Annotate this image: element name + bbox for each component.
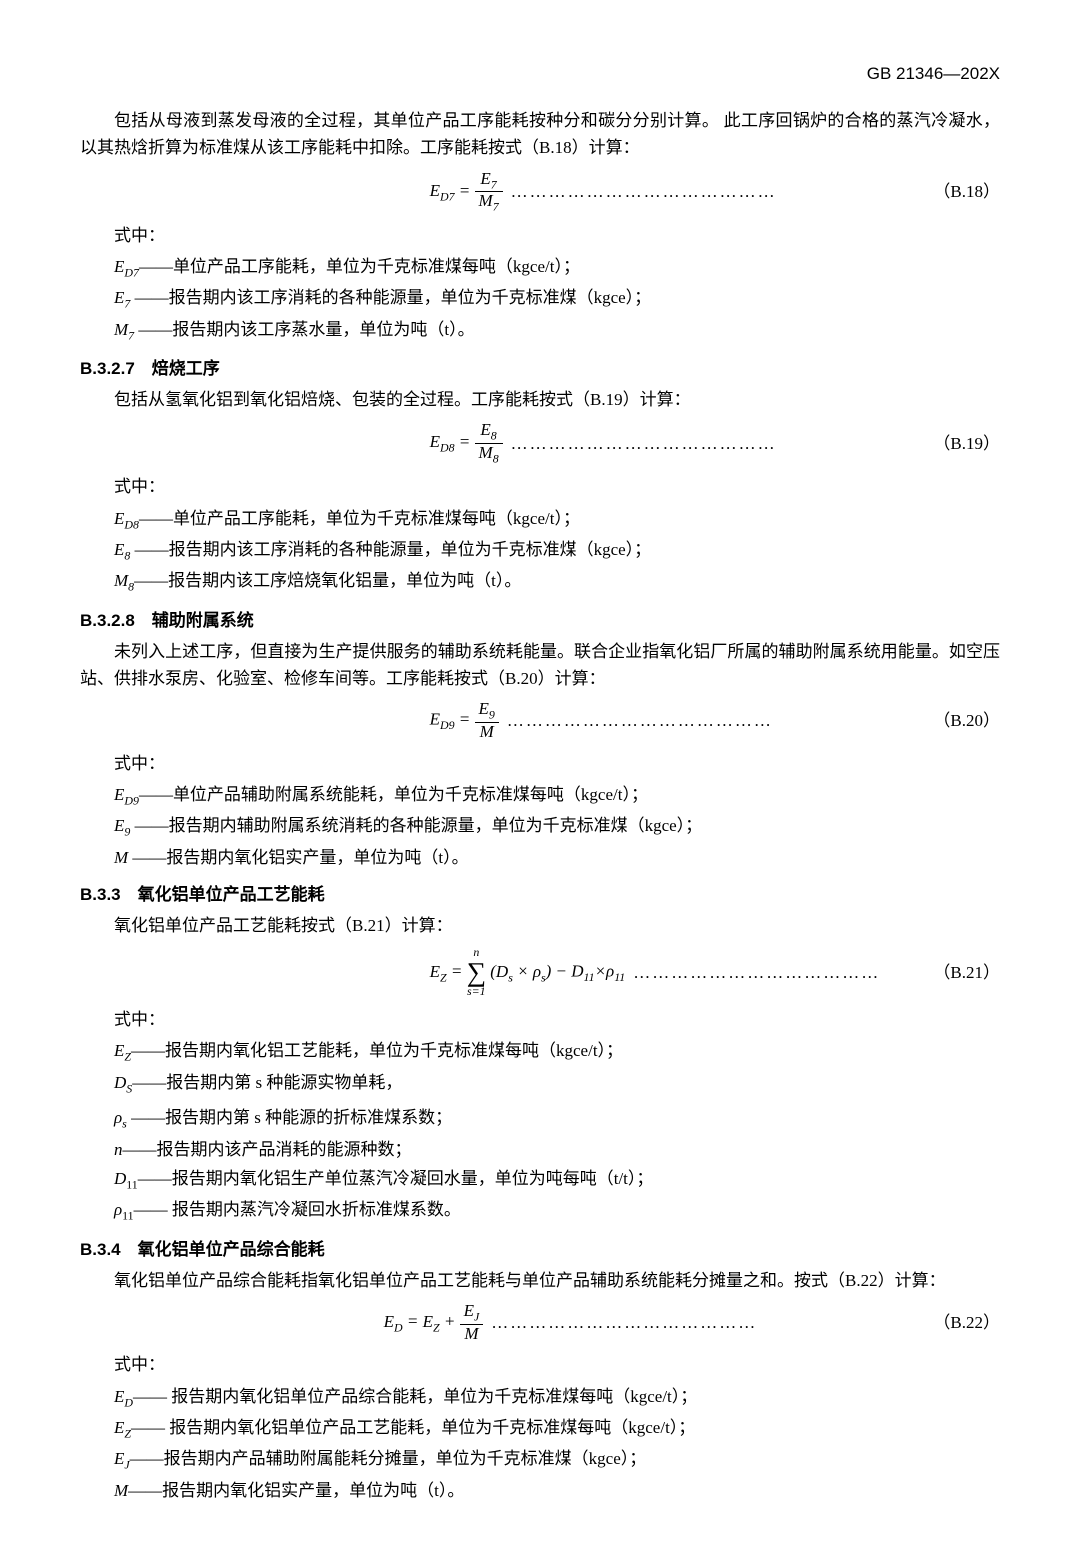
s4-where: 式中： [80,1006,1000,1033]
s4-intro: 氧化铝单位产品工艺能耗按式（B.21）计算： [80,912,1000,939]
s4-d3: ρs ——报告期内第 s 种能源的折标准煤系数； [114,1104,1000,1133]
s2-d3: M8——报告期内该工序焙烧氧化铝量，单位为吨（t）。 [114,567,1000,596]
s2-d1: ED8——单位产品工序能耗，单位为千克标准煤每吨（kgce/t）； [114,505,1000,534]
eq-b22: ED = EZ + EJ M …………………………………… （B.22） [80,1302,1000,1343]
s3-d3: M ——报告期内氧化铝实产量，单位为吨（t）。 [114,844,1000,871]
s5-where: 式中： [80,1351,1000,1378]
s3-d2: E9 ——报告期内辅助附属系统消耗的各种能源量，单位为千克标准煤（kgce）； [114,812,1000,841]
s2-d2: E8 ——报告期内该工序消耗的各种能源量，单位为千克标准煤（kgce）； [114,536,1000,565]
s3-where: 式中： [80,750,1000,777]
standard-code: GB 21346—202X [80,60,1000,87]
s5-intro: 氧化铝单位产品综合能耗指氧化铝单位产品工艺能耗与单位产品辅助系统能耗分摊量之和。… [80,1267,1000,1294]
s3-title: B.3.2.8 辅助附属系统 [80,607,1000,634]
s1-where: 式中： [80,222,1000,249]
s4-d1: EZ——报告期内氧化铝工艺能耗，单位为千克标准煤每吨（kgce/t）； [114,1037,1000,1066]
s5-d1: ED—— 报告期内氧化铝单位产品综合能耗，单位为千克标准煤每吨（kgce/t）； [114,1383,1000,1412]
s3-d1: ED9——单位产品辅助附属系统能耗，单位为千克标准煤每吨（kgce/t）； [114,781,1000,810]
s1-intro: 包括从母液到蒸发母液的全过程，其单位产品工序能耗按种分和碳分分别计算。 此工序回… [80,107,1000,161]
s5-d4: M——报告期内氧化铝实产量，单位为吨（t）。 [114,1477,1000,1504]
s5-d2: EZ—— 报告期内氧化铝单位产品工艺能耗，单位为千克标准煤每吨（kgce/t）； [114,1414,1000,1443]
s2-intro: 包括从氢氧化铝到氧化铝焙烧、包装的全过程。工序能耗按式（B.19）计算： [80,386,1000,413]
s1-d3: M7 ——报告期内该工序蒸水量，单位为吨（t）。 [114,316,1000,345]
s3-intro: 未列入上述工序，但直接为生产提供服务的辅助系统耗能量。联合企业指氧化铝厂所属的辅… [80,638,1000,692]
s1-d2: E7 ——报告期内该工序消耗的各种能源量，单位为千克标准煤（kgce）； [114,284,1000,313]
s4-title: B.3.3 氧化铝单位产品工艺能耗 [80,881,1000,908]
s5-title: B.3.4 氧化铝单位产品综合能耗 [80,1236,1000,1263]
s5-d3: EJ——报告期内产品辅助附属能耗分摊量，单位为千克标准煤（kgce）； [114,1445,1000,1474]
s4-d5: D11——报告期内氧化铝生产单位蒸汽冷凝回水量，单位为吨每吨（t/t）； [114,1165,1000,1194]
eq-b21: EZ = n ∑ s=1 (Ds × ρs) − D11×ρ11 …………………… [80,947,1000,998]
s2-where: 式中： [80,473,1000,500]
s4-d6: ρ11—— 报告期内蒸汽冷凝回水折标准煤系数。 [114,1196,1000,1225]
s4-d2: DS——报告期内第 s 种能源实物单耗， [114,1069,1000,1098]
eq-b18: ED7 = E7 M7 …………………………………… （B.18） [80,170,1000,214]
s2-title: B.3.2.7 焙烧工序 [80,355,1000,382]
s4-d4: n——报告期内该产品消耗的能源种数； [114,1136,1000,1163]
s1-d1: ED7——单位产品工序能耗，单位为千克标准煤每吨（kgce/t）； [114,253,1000,282]
eq-b20: ED9 = E9 M …………………………………… （B.20） [80,700,1000,741]
eq-b19: ED8 = E8 M8 …………………………………… （B.19） [80,421,1000,465]
